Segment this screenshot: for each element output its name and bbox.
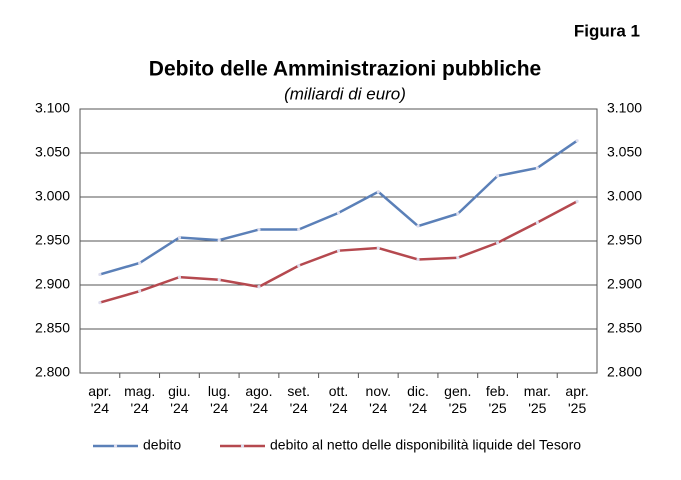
y2-tick-label: 2.850 — [607, 320, 642, 336]
legend-marker — [113, 444, 118, 448]
point — [336, 211, 341, 215]
point — [98, 301, 102, 305]
line — [99, 139, 578, 276]
x-tick-label: set. '24 — [287, 383, 310, 416]
y2-tick-label: 3.000 — [607, 188, 642, 204]
x-tick-label: giu. '24 — [168, 383, 191, 416]
y-tick-label: 2.800 — [35, 364, 70, 380]
point — [575, 199, 579, 203]
legend-marker — [240, 444, 245, 448]
point — [456, 212, 460, 216]
point — [495, 241, 500, 245]
point — [416, 224, 420, 228]
point — [217, 238, 221, 242]
y-tick-label: 3.050 — [35, 144, 70, 160]
y-tick-label: 3.100 — [35, 100, 70, 116]
point — [297, 264, 301, 268]
point — [138, 289, 142, 293]
y-tick-label: 2.900 — [35, 276, 70, 292]
x-tick-label: dic. '24 — [407, 383, 429, 416]
point — [456, 256, 460, 260]
point — [138, 261, 142, 265]
point — [177, 235, 182, 240]
legend-label: debito — [143, 437, 181, 453]
point — [495, 174, 500, 178]
y2-tick-label: 3.100 — [607, 100, 642, 116]
y-tick-label: 3.000 — [35, 188, 70, 204]
x-tick-label: apr. '25 — [565, 383, 589, 416]
x-tick-label: mar. '25 — [523, 383, 551, 416]
y2-tick-label: 2.800 — [607, 364, 642, 380]
point — [376, 190, 380, 194]
x-tick-label: feb. '25 — [485, 383, 510, 416]
chart-title: Debito delle Amministrazioni pubbliche — [149, 58, 541, 81]
point — [257, 285, 261, 289]
point — [575, 139, 579, 143]
point — [535, 166, 539, 170]
x-tick-label: mag. '24 — [124, 383, 156, 416]
legend-label: debito al netto delle disponibilità liqu… — [270, 437, 581, 453]
point — [297, 227, 301, 232]
point — [336, 249, 341, 253]
x-tick-label: apr. '24 — [88, 383, 112, 416]
point — [416, 257, 420, 262]
y-tick-label: 2.950 — [35, 232, 70, 248]
plot-frame — [79, 108, 598, 374]
x-tick-label: lug. '24 — [207, 383, 231, 416]
point — [98, 272, 102, 277]
point — [376, 246, 380, 250]
x-tick-label: nov. '24 — [365, 383, 391, 416]
x-tick-label: ago. '24 — [245, 383, 273, 416]
y2-tick-label: 3.050 — [607, 144, 642, 160]
y2-tick-label: 2.950 — [607, 232, 642, 248]
x-tick-label: ott. '24 — [328, 383, 349, 416]
point — [177, 275, 182, 279]
point — [257, 227, 261, 232]
figure-label: Figura 1 — [574, 21, 640, 40]
y2-tick-label: 2.900 — [607, 276, 642, 292]
point — [217, 278, 221, 282]
x-tick-label: gen. '25 — [444, 383, 472, 416]
point — [535, 220, 539, 225]
y-tick-label: 2.850 — [35, 320, 70, 336]
chart-subtitle: (miliardi di euro) — [284, 84, 406, 103]
